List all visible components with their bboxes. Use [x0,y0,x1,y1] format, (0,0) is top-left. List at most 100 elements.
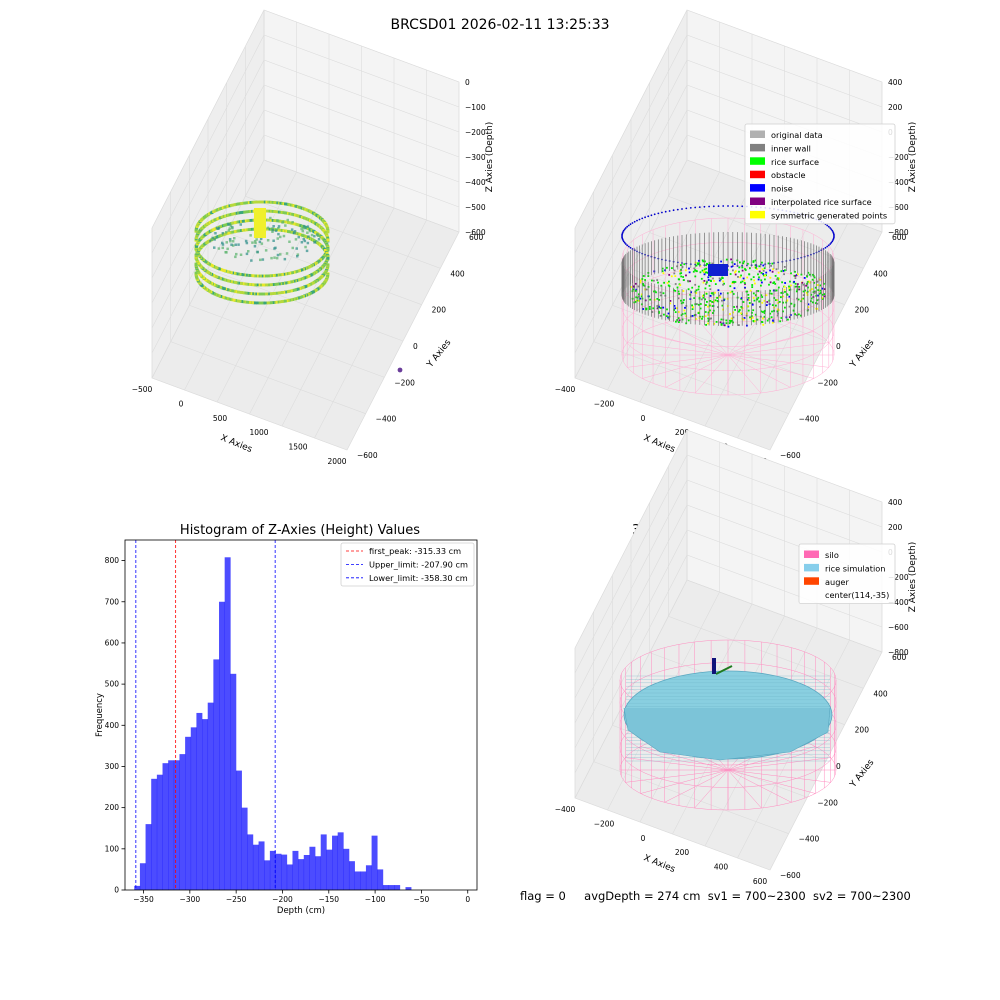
class-point [711,262,714,265]
class-point [709,295,712,297]
legend-swatch [750,143,765,152]
class-point [668,274,671,276]
class-point [738,270,740,273]
raw-point-cloud [194,200,330,305]
data-point [254,208,266,238]
y-tick-label: −200 [817,378,838,387]
class-point [756,318,759,321]
legend-label: first_peak: -315.33 cm [369,546,461,556]
class-point [802,283,805,286]
data-point [281,211,284,214]
class-point [696,262,699,265]
data-point [208,239,212,243]
class-point [721,299,723,302]
data-point [279,228,283,232]
histogram-bar [371,835,378,890]
class-point [680,264,682,266]
data-point [251,218,254,222]
data-point [282,299,286,303]
class-point [819,289,822,292]
class-point [796,273,799,276]
data-point [294,238,298,241]
x-tick-label: 0 [641,834,646,843]
noise-point [698,206,701,209]
noise-point [824,246,827,249]
histogram-frame [124,539,478,891]
data-point [240,220,243,223]
y-tick-label: −200 [817,798,838,807]
class-point [813,276,816,279]
class-point [771,310,773,313]
avg-depth-value: avgDepth = 274 cm [584,889,701,903]
class-point [664,269,666,272]
data-point [274,273,278,277]
data-point [300,241,304,244]
class-point [680,272,683,274]
data-point [291,221,294,224]
data-point [284,224,287,227]
data-point [290,228,294,231]
class-point [720,278,722,281]
data-point [225,279,229,282]
data-point [262,200,265,204]
class-point [671,267,673,269]
class-point [803,277,806,279]
data-point [229,231,233,234]
class-point [707,279,710,281]
data-point [244,282,248,286]
class-point [770,316,773,319]
data-point [265,283,269,287]
class-point [705,292,708,295]
x-tick-label: 2000 [327,457,346,466]
noise-point [621,236,623,239]
data-point [306,225,310,228]
noise-point [827,225,830,228]
data-point [265,292,269,296]
data-point [308,229,312,233]
z-tick-label: −500 [465,203,486,212]
data-point [237,243,240,246]
legend-swatch [750,157,765,165]
data-point [272,225,275,228]
data-point [289,298,293,302]
data-point [271,301,275,304]
class-point [684,306,686,309]
class-point [819,284,822,287]
data-point [247,301,251,304]
histogram-title: Histogram of Z-Axies (Height) Values [179,523,421,538]
class-point [689,280,691,283]
class-point [703,280,706,282]
data-point [292,270,296,274]
legend-swatch [750,184,765,192]
class-point [787,318,789,321]
class-point [674,275,677,277]
class-point [761,311,764,313]
class-point [760,272,763,274]
class-point [759,306,761,308]
z-tick-label: 400 [888,498,903,507]
class-point [680,269,683,272]
class-point [678,293,680,295]
class-point [761,301,764,304]
data-point [254,301,257,305]
data-point [250,259,253,262]
data-point [292,288,296,292]
class-point [716,300,719,302]
data-point [251,292,254,296]
data-point [249,292,253,295]
legend-frame [798,543,896,604]
class-point [734,270,737,272]
class-point [692,270,695,273]
data-point [249,210,253,213]
class-point [663,281,665,284]
data-point [276,228,280,232]
x-tick-label: −200 [272,895,293,904]
data-point [274,246,277,250]
data-point [277,225,281,228]
class-point [743,260,745,263]
data-point [285,272,289,276]
class-point [705,283,707,285]
data-point [284,290,287,294]
histogram-bar [213,659,220,890]
data-point [232,289,236,293]
